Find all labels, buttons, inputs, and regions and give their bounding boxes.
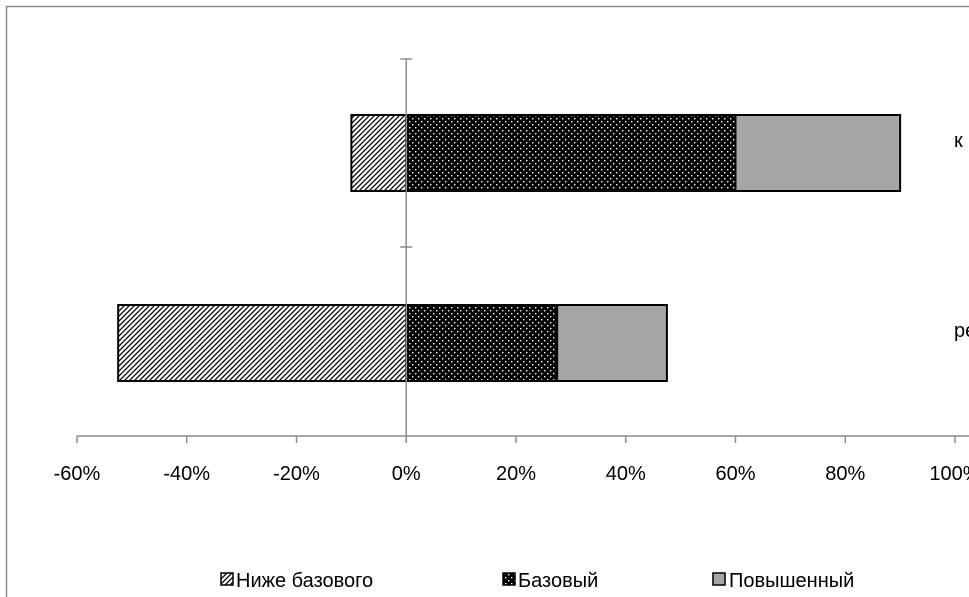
bar-3-category-2 [556,304,668,382]
axes-layer [76,58,969,443]
x-tick-label: -20% [273,463,320,485]
x-tick-label: 40% [606,463,646,485]
x-tick-label: 80% [825,463,865,485]
legend-swatch [502,572,516,586]
legend-label: Ниже базового [236,570,373,592]
x-tick-label: 20% [496,463,536,485]
x-tick-label: 100% [929,463,969,485]
bar-2-category-2 [405,304,559,382]
x-tick-label: -40% [163,463,210,485]
x-tick-label: 0% [392,463,421,485]
bars-layer [117,114,902,382]
x-tick-label: 60% [715,463,755,485]
bar-3-category-1 [734,114,902,192]
chart-border [5,5,969,597]
legend: Ниже базового Базовый Повышенный [220,570,854,592]
category-label: ре [954,320,969,342]
bar-1-category-2 [117,304,408,382]
category-label: к [954,130,963,152]
legend-swatch [712,572,726,586]
legend-label: Базовый [518,570,598,592]
legend-label: Повышенный [729,570,854,592]
labels-layer: -60% -40% -20% 0% 20% 40% 60% 80% 100% к ре [54,130,969,485]
x-tick-label: -60% [54,463,101,485]
bar-2-category-1 [405,114,737,192]
bar-1-category-1 [350,114,408,192]
legend-swatch [220,572,234,586]
